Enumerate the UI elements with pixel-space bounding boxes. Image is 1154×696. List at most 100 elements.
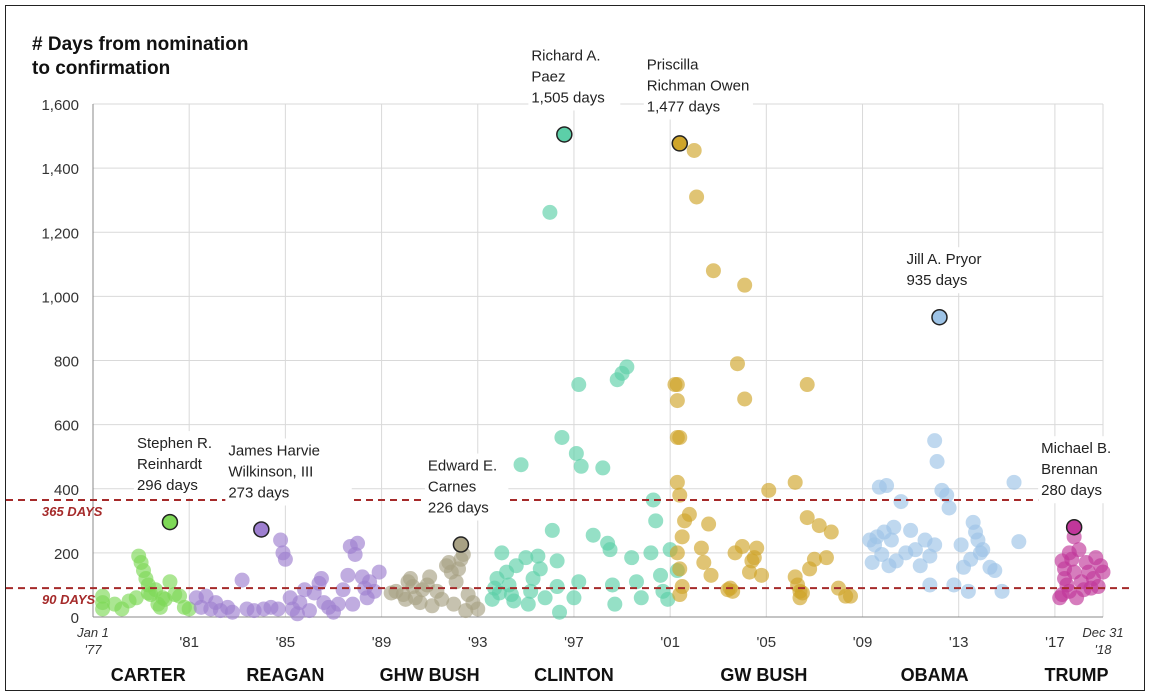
data-point <box>1071 542 1087 558</box>
data-point <box>273 532 289 548</box>
annotation-background <box>528 43 621 111</box>
data-point <box>761 482 777 498</box>
data-point <box>371 564 387 580</box>
president-label: TRUMP <box>1045 665 1109 685</box>
data-point <box>645 492 661 508</box>
annotation-background <box>133 431 226 499</box>
data-point <box>335 582 351 598</box>
data-point <box>523 583 539 599</box>
data-point <box>703 567 719 583</box>
data-point <box>140 585 156 601</box>
data-point <box>518 550 534 566</box>
data-point <box>1011 534 1027 550</box>
president-label: OBAMA <box>901 665 969 685</box>
data-point <box>749 540 765 556</box>
data-point <box>787 474 803 490</box>
x-tick-label: '85 <box>276 634 296 651</box>
x-tick-label: '13 <box>949 634 969 651</box>
data-point <box>434 591 450 607</box>
data-point <box>975 542 991 558</box>
x-tick-label: '01 <box>660 634 680 651</box>
annotation-label: Carnes <box>428 479 476 496</box>
annotation-label: James Harvie <box>228 442 320 459</box>
data-point <box>689 189 705 205</box>
data-point <box>619 359 635 375</box>
x-tick-label: '89 <box>372 634 392 651</box>
annotation-background <box>903 247 1022 294</box>
data-point <box>879 478 895 494</box>
annotation-label: Paez <box>531 68 565 85</box>
data-point <box>794 585 810 601</box>
data-point <box>811 518 827 534</box>
data-point <box>669 545 685 561</box>
data-point <box>345 596 361 612</box>
data-point <box>705 263 721 279</box>
data-point <box>729 356 745 372</box>
data-point <box>513 457 529 473</box>
data-point <box>330 596 346 612</box>
data-point <box>912 558 928 574</box>
data-point <box>927 537 943 553</box>
data-point <box>701 516 717 532</box>
annotation-label: Brennan <box>1041 461 1098 478</box>
y-tick-label: 1,000 <box>41 289 79 306</box>
data-point <box>520 596 536 612</box>
data-point <box>607 596 623 612</box>
data-point <box>929 453 945 469</box>
data-point <box>653 567 669 583</box>
data-point <box>953 537 969 553</box>
annotation-label: Stephen R. <box>137 435 212 452</box>
data-point <box>172 588 188 604</box>
annotation-label: Jill A. Pryor <box>906 251 981 268</box>
x-tick-label: '18 <box>1095 642 1113 657</box>
data-point <box>843 588 858 604</box>
data-point <box>549 579 565 595</box>
data-point <box>823 524 839 540</box>
data-point <box>672 429 688 445</box>
data-point <box>313 571 329 587</box>
annotation-label: Richman Owen <box>647 77 750 94</box>
data-point <box>669 377 685 393</box>
data-point <box>350 535 366 551</box>
data-point <box>893 494 909 510</box>
data-point <box>660 591 676 607</box>
data-point <box>628 574 644 590</box>
data-point <box>939 487 955 503</box>
x-tick-label: '97 <box>564 634 584 651</box>
data-point <box>643 545 659 561</box>
president-label: CLINTON <box>534 665 614 685</box>
y-tick-label: 800 <box>54 354 79 371</box>
data-point <box>1006 474 1022 490</box>
annotation-background <box>643 52 753 120</box>
annotation-label: 226 days <box>428 500 489 517</box>
data-point <box>806 551 822 567</box>
data-point <box>573 458 589 474</box>
x-tick-label: '17 <box>1045 634 1065 651</box>
data-point <box>494 545 510 561</box>
data-point <box>799 510 815 526</box>
y-tick-label: 600 <box>54 418 79 435</box>
data-point <box>672 487 688 503</box>
chart-title-line: to confirmation <box>32 58 170 79</box>
data-point <box>446 596 462 612</box>
chart-title-line: # Days from nomination <box>32 34 248 55</box>
data-point <box>696 554 712 570</box>
annotation-background <box>1038 436 1131 504</box>
data-point <box>602 542 618 558</box>
data-point <box>941 500 957 516</box>
data-point <box>95 588 111 604</box>
annotation-label: Wilkinson, III <box>228 463 313 480</box>
annotation-label: 296 days <box>137 477 198 494</box>
x-tick-label: Jan 1 <box>76 625 109 640</box>
data-point <box>674 529 690 545</box>
data-point <box>552 604 568 620</box>
data-point <box>532 561 548 577</box>
annotation-label: Priscilla <box>647 56 699 73</box>
annotation-label: 273 days <box>228 484 289 501</box>
data-point <box>725 583 741 599</box>
y-tick-label: 1,400 <box>41 161 79 178</box>
data-point <box>672 587 688 603</box>
data-point <box>799 377 815 393</box>
president-label: GHW BUSH <box>380 665 480 685</box>
highlighted-point <box>931 308 948 326</box>
